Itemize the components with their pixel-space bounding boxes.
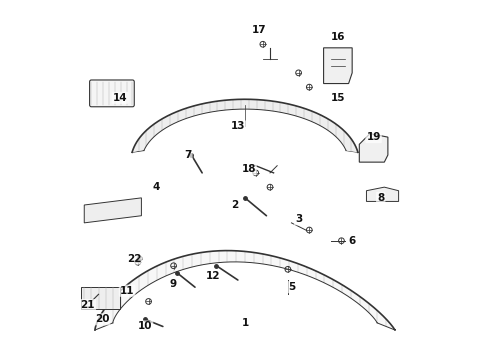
Text: 19: 19 xyxy=(367,132,381,142)
Text: 15: 15 xyxy=(331,93,345,103)
PathPatch shape xyxy=(359,134,388,162)
PathPatch shape xyxy=(367,187,398,202)
Text: 10: 10 xyxy=(138,321,152,332)
Text: 21: 21 xyxy=(80,300,95,310)
Text: 2: 2 xyxy=(231,200,238,210)
Text: 18: 18 xyxy=(241,164,256,174)
Text: 4: 4 xyxy=(152,182,159,192)
PathPatch shape xyxy=(84,198,142,223)
Text: 14: 14 xyxy=(113,93,127,103)
Text: 7: 7 xyxy=(184,150,192,160)
Text: 13: 13 xyxy=(231,121,245,131)
Text: 11: 11 xyxy=(120,286,134,296)
Text: 3: 3 xyxy=(295,214,302,224)
PathPatch shape xyxy=(81,287,120,309)
PathPatch shape xyxy=(132,99,358,152)
PathPatch shape xyxy=(95,251,395,330)
Text: 9: 9 xyxy=(170,279,177,289)
Text: 1: 1 xyxy=(242,318,248,328)
Text: 8: 8 xyxy=(377,193,384,203)
FancyBboxPatch shape xyxy=(90,80,134,107)
Text: 16: 16 xyxy=(331,32,345,42)
Text: 22: 22 xyxy=(127,253,142,264)
Text: 20: 20 xyxy=(95,314,109,324)
Text: 17: 17 xyxy=(252,25,267,35)
Text: 12: 12 xyxy=(206,271,220,282)
Text: 6: 6 xyxy=(348,236,356,246)
PathPatch shape xyxy=(323,48,352,84)
Text: 5: 5 xyxy=(288,282,295,292)
